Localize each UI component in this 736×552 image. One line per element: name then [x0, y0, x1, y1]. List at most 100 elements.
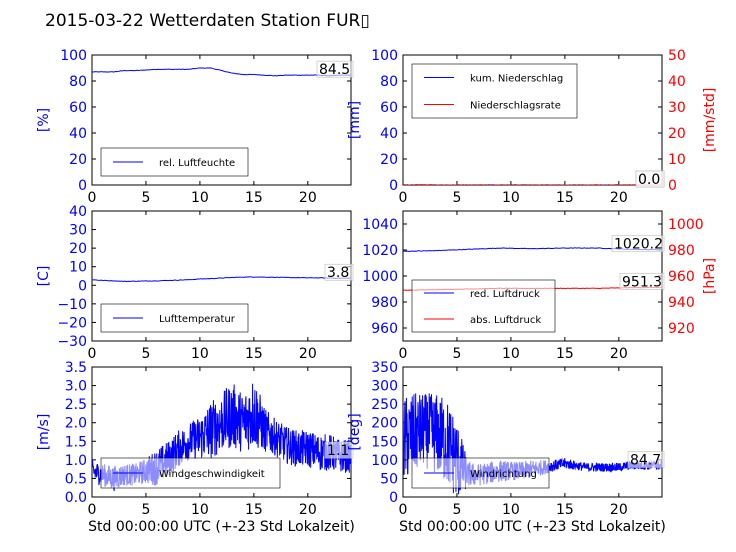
x-tick-label: 10 [502, 346, 520, 362]
y-tick-label: 20 [69, 152, 87, 168]
x-tick-label: 10 [191, 502, 209, 518]
x-tick-label: 15 [556, 502, 574, 518]
y-tick-label: −20 [57, 315, 87, 331]
legend-box [411, 279, 556, 333]
series-group [403, 183, 662, 185]
x-tick-label: 5 [141, 190, 150, 206]
legend: red. Luftdruck abs. Luftdruck [411, 279, 556, 333]
legend-label: Lufttemperatur [159, 314, 236, 325]
value-annotation-box [627, 451, 665, 468]
value-annotation-box [316, 60, 354, 78]
series-group [92, 276, 351, 283]
y-tick-label: 0 [78, 278, 87, 294]
y-axis-label: [m/s] [36, 414, 52, 451]
legend: Windgeschwindigkeit [100, 457, 281, 489]
y-tick-label: 960 [371, 321, 398, 337]
value-annotation-box [611, 235, 665, 253]
y-axis-label: [deg] [347, 413, 363, 450]
value-annotation: 1020.2 [614, 237, 663, 253]
x-tick-label: 10 [191, 346, 209, 362]
value-annotation-box [324, 441, 354, 459]
y2-tick-label: 920 [668, 321, 695, 337]
x-tick-label: 15 [556, 346, 574, 362]
y-axis-label: [%] [36, 108, 52, 132]
x-tick-label: 5 [452, 502, 461, 518]
y2-tick-label: 40 [668, 74, 686, 90]
legend: Windrichtung [411, 457, 550, 489]
x-tick-label: 20 [299, 346, 317, 362]
legend-label: abs. Luftdruck [470, 315, 541, 326]
panel-precip: 0 5 10 15 20 0 20 40 60 80 100 0 10 20 30 40 50 [mm] [mm/s… [347, 48, 718, 206]
y2-tick-label: 1000 [668, 217, 704, 233]
x-tick-label: 10 [502, 502, 520, 518]
legend: kum. Niederschlag Niederschlagsrate [411, 63, 578, 119]
value-annotation-2: 951.3 [622, 274, 662, 290]
value-annotation-2: 0.0 [638, 172, 660, 188]
y2-axis-label: [mm/std] [702, 88, 718, 153]
y2-tick-label: 960 [668, 269, 695, 285]
y-tick-label: 20 [380, 152, 398, 168]
y2-tick-label: 30 [668, 100, 686, 116]
x-tick-label: 10 [191, 190, 209, 206]
y-tick-label: 60 [69, 100, 87, 116]
y-tick-label: 200 [371, 416, 398, 432]
y2-tick-label: 20 [668, 126, 686, 142]
x-tick-label: 0 [88, 502, 97, 518]
series-line-humidity [92, 67, 351, 77]
value-annotation: 1.1 [327, 443, 349, 459]
y-tick-label: 1040 [362, 217, 398, 233]
y-tick-label: 80 [380, 74, 398, 90]
x-tick-label: 15 [556, 190, 574, 206]
y-tick-label: 50 [380, 471, 398, 487]
y-tick-label: 0 [389, 490, 398, 506]
value-annotation-2-box [619, 273, 665, 290]
x-tick-label: 5 [141, 346, 150, 362]
x-tick-label: 0 [88, 190, 97, 206]
x-tick-label: 20 [610, 190, 628, 206]
legend: rel. Luftfeuchte [100, 147, 249, 177]
x-tick-label: 20 [299, 190, 317, 206]
y-tick-label: 3.5 [65, 360, 87, 376]
y-axis-label: [mm] [347, 101, 363, 139]
y-tick-label: 40 [380, 126, 398, 142]
y2-tick-label: 50 [668, 48, 686, 64]
y2-axis-label: [hPa] [702, 258, 718, 294]
panel-windspeed: 0 5 10 15 20 0.0 0.5 1.0 1.5 2.0 2.5 3.0 3.5 [m/s] Std… [36, 360, 355, 535]
y2-tick-label: 980 [668, 243, 695, 259]
y-tick-label: 250 [371, 397, 398, 413]
y-tick-label: 3.0 [65, 379, 87, 395]
legend-box [100, 147, 249, 177]
y2-tick-label: 940 [668, 295, 695, 311]
y-tick-label: 300 [371, 379, 398, 395]
x-tick-label: 0 [399, 346, 408, 362]
y-tick-label: 40 [69, 204, 87, 220]
y-tick-label: 10 [69, 260, 87, 276]
x-axis-label: Std 00:00:00 UTC (+-23 Std Lokalzeit) [399, 519, 666, 535]
series-line-precip [403, 183, 662, 185]
y-tick-label: 0.5 [65, 471, 87, 487]
legend-box [100, 457, 281, 489]
x-axis-label: Std 00:00:00 UTC (+-23 Std Lokalzeit) [88, 519, 355, 535]
value-annotation-box [324, 263, 354, 281]
y2-tick-label: 0 [668, 178, 677, 194]
legend-box [411, 63, 578, 119]
x-tick-label: 20 [610, 346, 628, 362]
x-tick-label: 0 [88, 346, 97, 362]
y-tick-label: 2.5 [65, 397, 87, 413]
series-line-temperature [92, 276, 351, 283]
y-tick-label: 0.0 [65, 490, 87, 506]
y-tick-label: 0 [389, 178, 398, 194]
y-tick-label: 100 [60, 48, 87, 64]
panel-temperature: 0 5 10 15 20 −30 −20 −10 0 10 20 30 40 [C] Lufttempera… [36, 204, 354, 362]
y-axis-label: [C] [36, 266, 52, 287]
panel-pressure: 0 5 10 15 20 960 980 1000 1020 1040 920 940 960 980 10… [362, 210, 718, 362]
x-tick-label: 5 [452, 346, 461, 362]
y-tick-label: 1020 [362, 243, 398, 259]
y-tick-label: 100 [371, 48, 398, 64]
legend: Lufttemperatur [100, 303, 249, 333]
x-tick-label: 20 [610, 502, 628, 518]
x-tick-label: 15 [245, 190, 263, 206]
x-tick-label: 20 [299, 502, 317, 518]
